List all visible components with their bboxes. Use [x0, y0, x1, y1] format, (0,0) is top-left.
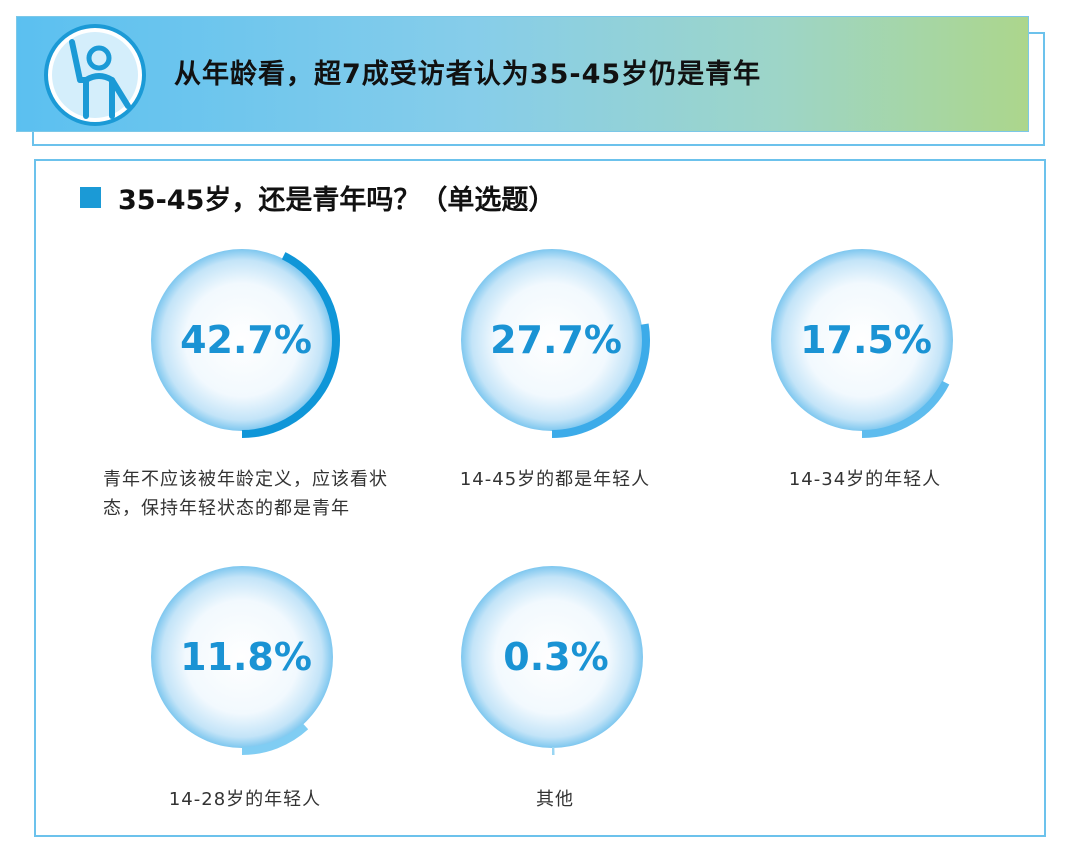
donut-disc — [461, 249, 643, 431]
percent-label: 17.5% — [800, 318, 932, 362]
donut-arc — [861, 380, 950, 438]
donut-disc — [771, 249, 953, 431]
content-frame — [34, 159, 1046, 837]
option-label: 青年不应该被年龄定义，应该看状态，保持年轻状态的都是青年 — [103, 469, 388, 519]
percent-label: 27.7% — [490, 318, 622, 362]
donut-arc — [241, 723, 309, 755]
donut-1: 42.7% — [151, 249, 340, 438]
donut-2: 27.7% — [461, 249, 650, 438]
donut-arc — [241, 252, 340, 438]
percent-label: 11.8% — [180, 635, 312, 679]
percent-label: 42.7% — [180, 318, 312, 362]
header-banner — [16, 16, 1029, 132]
donut-arc — [551, 323, 650, 438]
option-label: 14-28岁的年轻人 — [168, 789, 322, 810]
waving-person-icon — [44, 24, 146, 126]
percent-label: 0.3% — [503, 635, 608, 679]
square-bullet-icon — [80, 187, 101, 208]
donut-disc — [151, 249, 333, 431]
donut-3: 17.5% — [771, 249, 953, 438]
donut-disc — [151, 566, 333, 748]
option-label: 14-45岁的都是年轻人 — [459, 469, 651, 490]
donut-5: 0.3% — [461, 566, 643, 756]
page-title: 从年龄看，超7成受访者认为35-45岁仍是青年 — [174, 59, 762, 90]
donut-4: 11.8% — [151, 566, 333, 755]
question-title: 35-45岁，还是青年吗？（单选题） — [118, 185, 556, 216]
option-label: 14-34岁的年轻人 — [788, 469, 942, 490]
option-label: 其他 — [536, 789, 574, 810]
donut-disc — [461, 566, 643, 748]
